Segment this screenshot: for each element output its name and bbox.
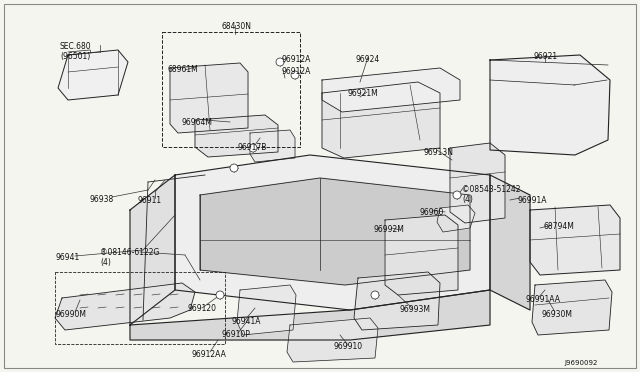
Polygon shape [322, 68, 460, 112]
Text: 68794M: 68794M [543, 222, 574, 231]
Circle shape [249, 144, 257, 152]
Text: 96992M: 96992M [373, 225, 404, 234]
Polygon shape [450, 143, 505, 223]
Text: 96917B: 96917B [238, 143, 268, 152]
Polygon shape [175, 155, 490, 310]
Text: J9690092: J9690092 [564, 360, 597, 366]
Text: 96991A: 96991A [517, 196, 547, 205]
Text: 96911: 96911 [138, 196, 162, 205]
Circle shape [291, 71, 299, 79]
Polygon shape [490, 175, 530, 310]
Text: ©08543-51242
(4): ©08543-51242 (4) [462, 185, 520, 204]
Text: 96993M: 96993M [399, 305, 430, 314]
Text: 96913N: 96913N [424, 148, 454, 157]
Text: 96912A: 96912A [282, 67, 312, 76]
Bar [162, 32, 300, 147]
Text: ®08146-6122G
(4): ®08146-6122G (4) [100, 248, 159, 267]
Text: 96921: 96921 [533, 52, 557, 61]
Text: 96938: 96938 [90, 195, 115, 204]
Polygon shape [170, 63, 248, 133]
Polygon shape [437, 205, 475, 232]
Text: 96912AA: 96912AA [192, 350, 227, 359]
Polygon shape [58, 50, 128, 100]
Text: 969120: 969120 [188, 304, 217, 313]
Polygon shape [130, 290, 490, 340]
Text: 68961M: 68961M [168, 65, 199, 74]
Text: 68430N: 68430N [222, 22, 252, 31]
Text: 96990M: 96990M [56, 310, 87, 319]
Polygon shape [532, 280, 612, 335]
Text: 96930M: 96930M [542, 310, 573, 319]
Text: 96921M: 96921M [348, 89, 379, 98]
Circle shape [230, 164, 238, 172]
Text: SEC.680
(96501): SEC.680 (96501) [60, 42, 92, 61]
Text: 96941A: 96941A [231, 317, 260, 326]
Polygon shape [195, 115, 278, 157]
Circle shape [453, 191, 461, 199]
Polygon shape [200, 178, 470, 285]
Polygon shape [385, 215, 458, 295]
Text: 96912A: 96912A [282, 55, 312, 64]
Text: 96960: 96960 [420, 208, 444, 217]
Circle shape [276, 58, 284, 66]
Bar [55, 272, 225, 344]
Text: 96910P: 96910P [222, 330, 251, 339]
Polygon shape [354, 272, 440, 330]
Polygon shape [237, 285, 296, 335]
Text: 96941: 96941 [56, 253, 80, 262]
Polygon shape [130, 175, 175, 325]
Text: 96991AA: 96991AA [525, 295, 560, 304]
Circle shape [216, 291, 224, 299]
Polygon shape [490, 55, 610, 155]
Polygon shape [250, 130, 295, 162]
Circle shape [371, 291, 379, 299]
Polygon shape [530, 205, 620, 275]
Text: 96924: 96924 [356, 55, 380, 64]
Text: 96964M: 96964M [182, 118, 213, 127]
Text: 969910: 969910 [333, 342, 362, 351]
Polygon shape [322, 82, 440, 158]
Polygon shape [55, 283, 195, 330]
Polygon shape [287, 318, 378, 362]
